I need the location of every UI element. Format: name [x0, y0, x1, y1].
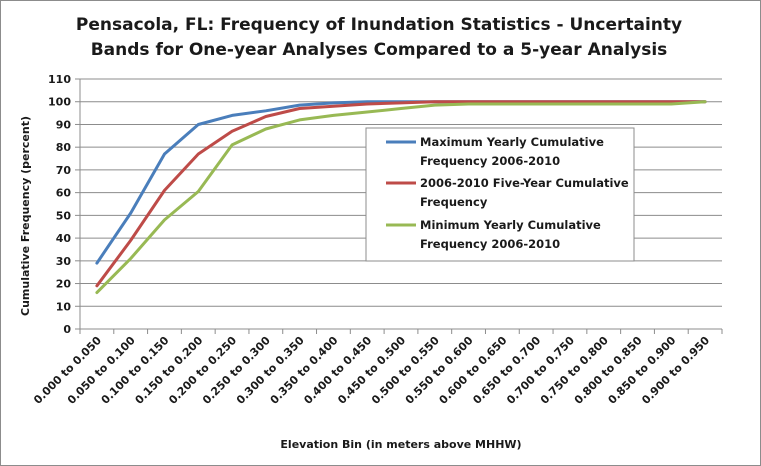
series-lines	[95, 100, 707, 295]
y-tick-label: 10	[56, 300, 72, 313]
y-tick-label: 80	[56, 141, 72, 154]
series-line-2	[95, 100, 707, 288]
series-line-3	[95, 100, 707, 295]
legend-label-3: Frequency 2006-2010	[420, 237, 560, 251]
legend: Maximum Yearly Cumulative Frequency 2006-…	[365, 127, 635, 262]
legend-box	[365, 127, 635, 262]
legend-items: Maximum Yearly Cumulative Frequency 2006-…	[386, 135, 629, 251]
y-axis-tick-labels: 0 10 20 30 40 50 60 70 80 90 100 110	[48, 73, 71, 336]
axes	[79, 79, 723, 334]
y-tick-label: 70	[56, 164, 72, 177]
y-tick-label: 100	[48, 96, 71, 109]
y-tick-label: 90	[56, 118, 72, 131]
chart-subtitle: Bands for One-year Analyses Compared to …	[91, 40, 668, 60]
y-tick-label: 110	[48, 73, 71, 86]
legend-label-2: Frequency	[420, 195, 488, 209]
y-tick-label: 60	[56, 187, 72, 200]
y-tick-label: 30	[56, 255, 72, 268]
chart-title: Pensacola, FL: Frequency of Inundation S…	[76, 15, 682, 35]
y-tick-label: 0	[63, 323, 71, 336]
legend-label-1: Frequency 2006-2010	[420, 154, 560, 168]
y-tick-label: 50	[56, 209, 72, 222]
legend-label-1: Maximum Yearly Cumulative	[420, 135, 604, 149]
y-tick-label: 40	[56, 232, 72, 245]
y-axis-title: Cumulative Frequency (percent)	[19, 116, 32, 316]
y-tick-label: 20	[56, 278, 72, 291]
legend-label-2: 2006-2010 Five-Year Cumulative	[420, 176, 629, 190]
x-axis-title: Elevation Bin (in meters above MHHW)	[280, 438, 521, 451]
legend-label-3: Minimum Yearly Cumulative	[420, 218, 601, 232]
